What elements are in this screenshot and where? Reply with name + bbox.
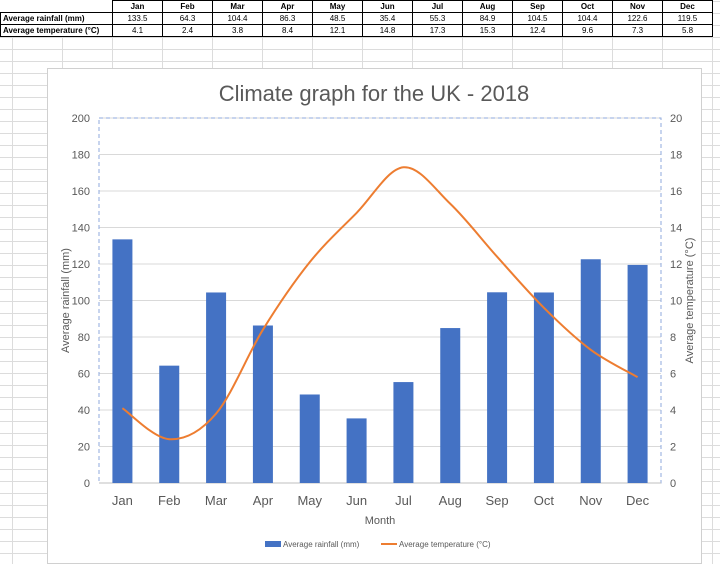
chart-svg: Climate graph for the UK - 2018020406080…	[60, 81, 696, 549]
data-table: Jan Feb Mar Apr May Jun Jul Aug Sep Oct Nov Dec Aver…	[0, 0, 713, 37]
x-tick-label: Aug	[439, 493, 462, 508]
month-header[interactable]: Feb	[162, 0, 213, 13]
month-header[interactable]: Nov	[612, 0, 663, 13]
table-row: Average rainfall (mm) 133.5 64.3 104.4 86.3 4…	[0, 12, 713, 25]
month-header[interactable]: May	[312, 0, 363, 13]
x-tick-label: Jun	[346, 493, 367, 508]
y-tick-label: 100	[72, 296, 90, 308]
month-header[interactable]: Aug	[462, 0, 513, 13]
month-header[interactable]: Mar	[212, 0, 263, 13]
row-label[interactable]: Average rainfall (mm)	[0, 12, 113, 25]
cell[interactable]: 4.1	[112, 24, 163, 37]
y-tick-label: 120	[72, 259, 90, 271]
cell[interactable]: 84.9	[462, 12, 513, 25]
cell[interactable]: 7.3	[612, 24, 663, 37]
y2-tick-label: 18	[670, 150, 682, 162]
y-tick-label: 140	[72, 223, 90, 235]
bar-jan[interactable]	[112, 239, 133, 483]
cell[interactable]: 15.3	[462, 24, 513, 37]
bar-aug[interactable]	[440, 328, 461, 483]
x-tick-label: Mar	[205, 493, 228, 508]
y2-tick-label: 0	[670, 478, 676, 490]
cell[interactable]: 5.8	[662, 24, 713, 37]
chart-title: Climate graph for the UK - 2018	[219, 81, 530, 106]
y2-tick-label: 8	[670, 332, 676, 344]
cell[interactable]: 48.5	[312, 12, 363, 25]
x-tick-label: Apr	[253, 493, 274, 508]
y2-tick-label: 14	[670, 223, 682, 235]
cell[interactable]: 2.4	[162, 24, 213, 37]
bar-feb[interactable]	[159, 365, 180, 483]
cell[interactable]: 9.6	[562, 24, 613, 37]
y2-tick-label: 12	[670, 259, 682, 271]
x-tick-label: Feb	[158, 493, 180, 508]
legend-rainfall[interactable]: Average rainfall (mm)	[283, 540, 360, 549]
month-header[interactable]: Sep	[512, 0, 563, 13]
y2-tick-label: 2	[670, 442, 676, 454]
temperature-line[interactable]	[121, 166, 639, 441]
y-tick-label: 200	[72, 113, 90, 125]
cell[interactable]: 8.4	[262, 24, 313, 37]
y2-axis-title: Average temperature (°C)	[684, 238, 696, 364]
bar-oct[interactable]	[533, 292, 554, 483]
table-row: Average temperature (°C) 4.1 2.4 3.8 8.4 12.1…	[0, 24, 713, 37]
bar-nov[interactable]	[580, 259, 601, 483]
month-header[interactable]: Jul	[412, 0, 463, 13]
cell[interactable]: 119.5	[662, 12, 713, 25]
legend-temperature[interactable]: Average temperature (°C)	[399, 540, 491, 549]
cell[interactable]: 86.3	[262, 12, 313, 25]
y-tick-label: 20	[78, 442, 90, 454]
bar-sep[interactable]	[487, 292, 508, 483]
x-tick-label: Jul	[395, 493, 412, 508]
row-label[interactable]: Average temperature (°C)	[0, 24, 113, 37]
y-tick-label: 180	[72, 150, 90, 162]
cell[interactable]: 104.4	[562, 12, 613, 25]
x-tick-label: Nov	[579, 493, 603, 508]
bar-mar[interactable]	[206, 292, 227, 483]
month-header[interactable]: Dec	[662, 0, 713, 13]
cell[interactable]: 55.3	[412, 12, 463, 25]
cell[interactable]: 133.5	[112, 12, 163, 25]
y2-tick-label: 4	[670, 405, 676, 417]
bar-dec[interactable]	[627, 264, 648, 483]
cell[interactable]: 104.5	[512, 12, 563, 25]
cell[interactable]: 17.3	[412, 24, 463, 37]
cell[interactable]: 3.8	[212, 24, 263, 37]
month-header[interactable]: Oct	[562, 0, 613, 13]
month-header[interactable]: Jun	[362, 0, 413, 13]
legend-bar-swatch	[265, 541, 281, 547]
y2-tick-label: 6	[670, 369, 676, 381]
y-axis-title: Average rainfall (mm)	[60, 248, 72, 353]
x-tick-label: Oct	[534, 493, 555, 508]
cell[interactable]: 104.4	[212, 12, 263, 25]
y2-tick-label: 20	[670, 113, 682, 125]
bar-may[interactable]	[299, 394, 320, 483]
cell[interactable]: 35.4	[362, 12, 413, 25]
x-tick-label: Jan	[112, 493, 133, 508]
x-tick-label: Sep	[486, 493, 509, 508]
cell[interactable]: 12.4	[512, 24, 563, 37]
header-row: Jan Feb Mar Apr May Jun Jul Aug Sep Oct Nov Dec	[0, 0, 713, 13]
bar-jul[interactable]	[393, 382, 414, 483]
y-tick-label: 160	[72, 186, 90, 198]
cell[interactable]: 12.1	[312, 24, 363, 37]
x-tick-label: Dec	[626, 493, 650, 508]
x-axis-title: Month	[365, 515, 396, 527]
cell[interactable]: 122.6	[612, 12, 663, 25]
cell[interactable]: 64.3	[162, 12, 213, 25]
bar-jun[interactable]	[346, 418, 367, 483]
y2-tick-label: 10	[670, 296, 682, 308]
y-tick-label: 0	[84, 478, 90, 490]
y-tick-label: 40	[78, 405, 90, 417]
month-header[interactable]: Jan	[112, 0, 163, 13]
chart[interactable]: Climate graph for the UK - 2018 0 20 40 60 80…	[47, 68, 702, 564]
cell[interactable]: 14.8	[362, 24, 413, 37]
y-tick-label: 60	[78, 369, 90, 381]
month-header[interactable]: Apr	[262, 0, 313, 13]
y-tick-label: 80	[78, 332, 90, 344]
x-tick-label: May	[297, 493, 322, 508]
bar-apr[interactable]	[252, 325, 273, 483]
y2-tick-label: 16	[670, 186, 682, 198]
